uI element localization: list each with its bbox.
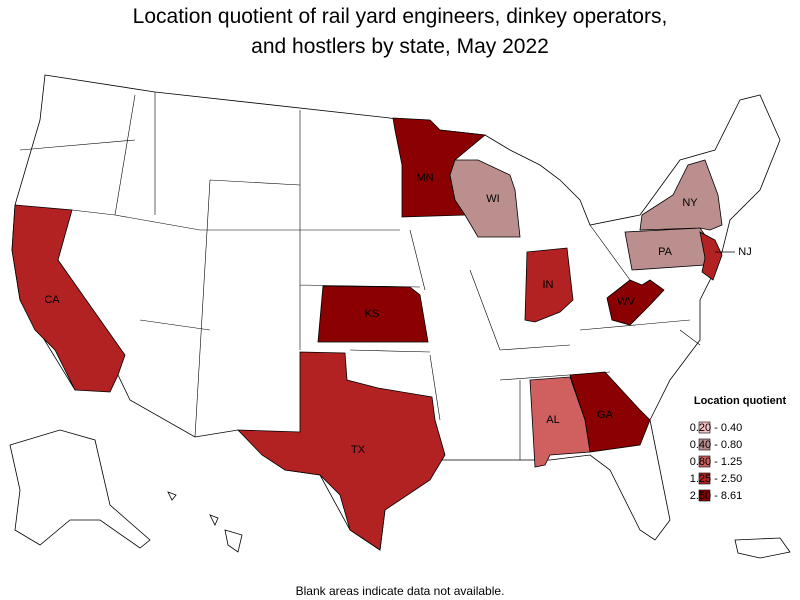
- legend-label: 1.25 - 2.50: [690, 473, 743, 485]
- state: [606, 279, 665, 326]
- state-label: GA: [597, 409, 614, 421]
- state-label: NY: [682, 197, 698, 209]
- map-title: Location quotient of rail yard engineers…: [132, 5, 668, 58]
- legend-swatch: [698, 489, 711, 502]
- footnote: Blank areas indicate data not available.: [295, 584, 505, 598]
- state-borders: [19, 92, 701, 460]
- state-label: KS: [365, 308, 380, 320]
- state: [237, 351, 446, 551]
- state-label: NJ: [738, 246, 751, 258]
- state: [639, 159, 723, 231]
- legend-swatch: [698, 472, 711, 485]
- state-label: CA: [44, 294, 60, 306]
- state: [524, 247, 574, 323]
- state-label: MN: [416, 172, 433, 184]
- legend-label: 0.40 - 0.80: [690, 439, 743, 451]
- state: [529, 376, 591, 468]
- puerto-rico: [734, 537, 791, 559]
- state: [699, 231, 723, 281]
- alaska: [9, 429, 151, 549]
- state-label: IN: [543, 279, 554, 291]
- hawaii: [167, 491, 243, 553]
- state: [11, 204, 126, 393]
- state-label: WV: [617, 296, 635, 308]
- legend-swatch: [698, 438, 711, 451]
- legend-label: 0.80 - 1.25: [690, 456, 743, 468]
- legend-title: Location quotient: [694, 395, 787, 407]
- state-label: PA: [658, 246, 673, 258]
- legend-label: 2.50 - 8.61: [690, 490, 743, 502]
- state: [317, 285, 429, 343]
- state-label: AL: [546, 414, 559, 426]
- state: [449, 159, 521, 238]
- legend-swatch: [698, 421, 711, 434]
- state-label: TX: [351, 444, 366, 456]
- state-label: WI: [486, 193, 499, 205]
- legend-label: 0.20 - 0.40: [690, 422, 743, 434]
- legend-swatch: [698, 455, 711, 468]
